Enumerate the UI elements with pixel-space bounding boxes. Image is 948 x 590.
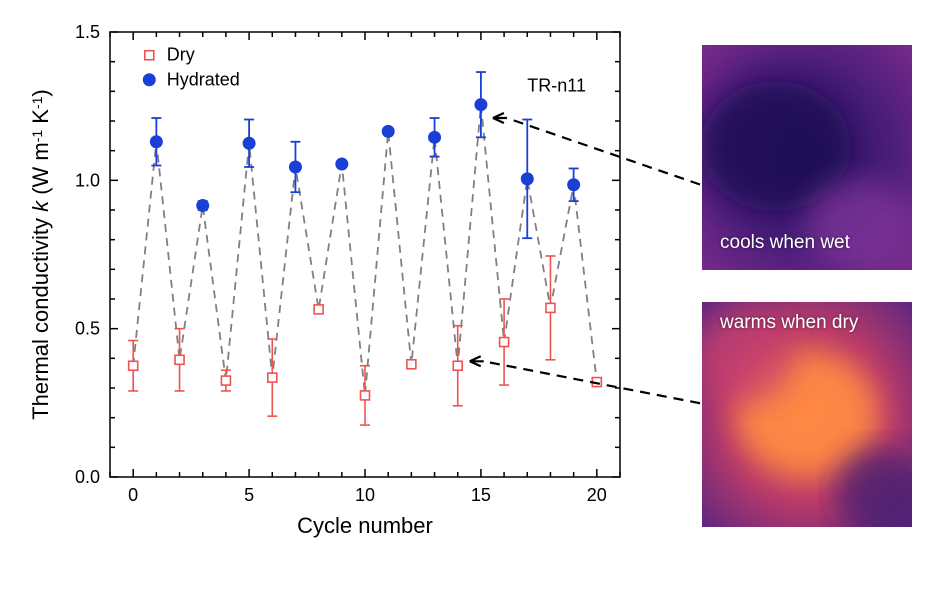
callout-arrows	[0, 0, 948, 590]
